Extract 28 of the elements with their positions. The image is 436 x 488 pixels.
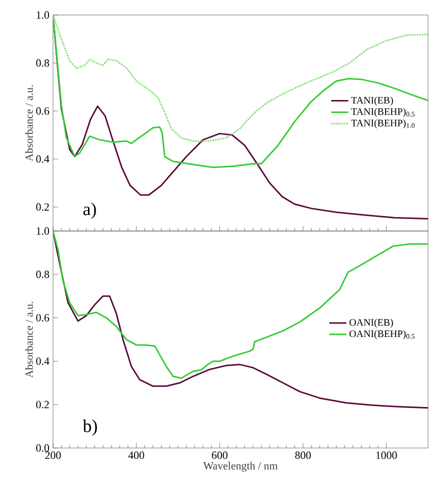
legend-label: TANI(EB)	[351, 96, 393, 106]
y-tick-label: 0.8	[36, 270, 50, 278]
y-tick-label: 1.0	[36, 227, 50, 235]
x-tick-label: 1000	[376, 452, 397, 459]
legend-label: TANI(BEHP)$_{1.0}$	[351, 119, 415, 128]
y-axis-title: Absorbance / a.u.	[25, 302, 33, 378]
y-tick-label: 0.2	[36, 203, 49, 211]
annotation: b)	[82, 420, 97, 436]
line-series	[53, 15, 428, 142]
x-tick-label: 800	[295, 452, 311, 459]
legend-label: OANI(EB)	[350, 318, 393, 328]
y-tick-label: 0.4	[36, 155, 50, 163]
annotation: a)	[83, 202, 96, 219]
y-axis-title: Absorbance / a.u.	[25, 85, 33, 162]
x-tick-label: 600	[212, 452, 228, 459]
x-tick-label: 400	[128, 452, 144, 459]
line-series	[53, 15, 428, 168]
y-tick-label: 0.6	[36, 314, 50, 322]
legend-label: TANI(BEHP)$_{0.5}$	[351, 108, 415, 118]
legend-label: OANI(BEHP)$_{0.5}$	[350, 330, 415, 340]
y-tick-label: 0.2	[36, 400, 49, 408]
y-tick-label: 0.0	[36, 444, 50, 452]
y-tick-label: 1.0	[36, 11, 50, 19]
y-tick-label: 0.8	[36, 59, 50, 67]
x-tick-label: 200	[45, 452, 61, 459]
x-axis-title: Wavelength / nm	[203, 462, 278, 472]
y-tick-label: 0.6	[36, 107, 50, 115]
y-tick-label: 0.4	[36, 357, 50, 365]
